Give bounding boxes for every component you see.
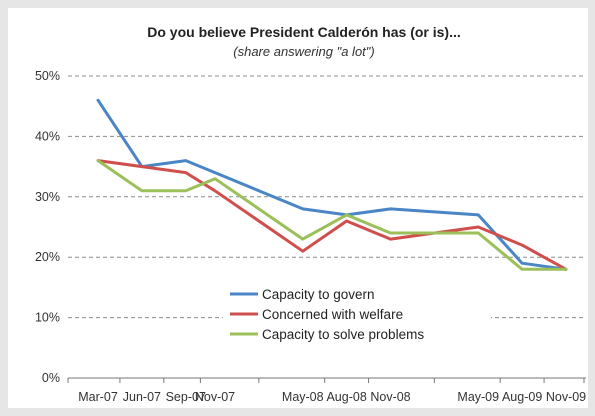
x-tick-label: Nov-09 [546,390,586,404]
chart-title: Do you believe President Calderón has (o… [147,24,461,40]
x-tick-label: May-08 [282,390,324,404]
series-lines [96,98,568,271]
series-line [96,98,568,271]
series-line [96,159,568,271]
x-tick-label: May-09 [457,390,499,404]
y-axis-ticks: 0% 10% 20% 30% 40% 50% [35,69,60,385]
legend-label: Capacity to solve problems [262,327,424,342]
gridlines [68,75,586,319]
line-chart: Do you believe President Calderón has (o… [35,24,586,404]
chart-frame: Do you believe President Calderón has (o… [8,8,588,408]
legend-label: Capacity to govern [262,287,375,302]
x-tick-label: Jun-07 [123,390,161,404]
series-line [96,159,568,271]
legend-box [223,284,491,348]
x-tick-label: Aug-08 [326,390,366,404]
x-tick-label: Nov-07 [195,390,235,404]
x-tick-label: Sep-07 [166,390,206,404]
x-tick-label: Aug-09 [502,390,542,404]
legend-label: Concerned with welfare [262,307,403,322]
y-tick-label: 10% [35,311,60,325]
y-tick-label: 40% [35,129,60,143]
x-tick-label: Nov-08 [370,390,410,404]
x-tick-label: Mar-07 [78,390,118,404]
y-tick-label: 50% [35,69,60,83]
legend: Capacity to govern Concerned with welfare… [223,284,491,348]
y-tick-label: 20% [35,250,60,264]
chart-subtitle: (share answering "a lot") [233,44,374,59]
y-tick-label: 30% [35,190,60,204]
y-tick-label: 0% [42,371,60,385]
